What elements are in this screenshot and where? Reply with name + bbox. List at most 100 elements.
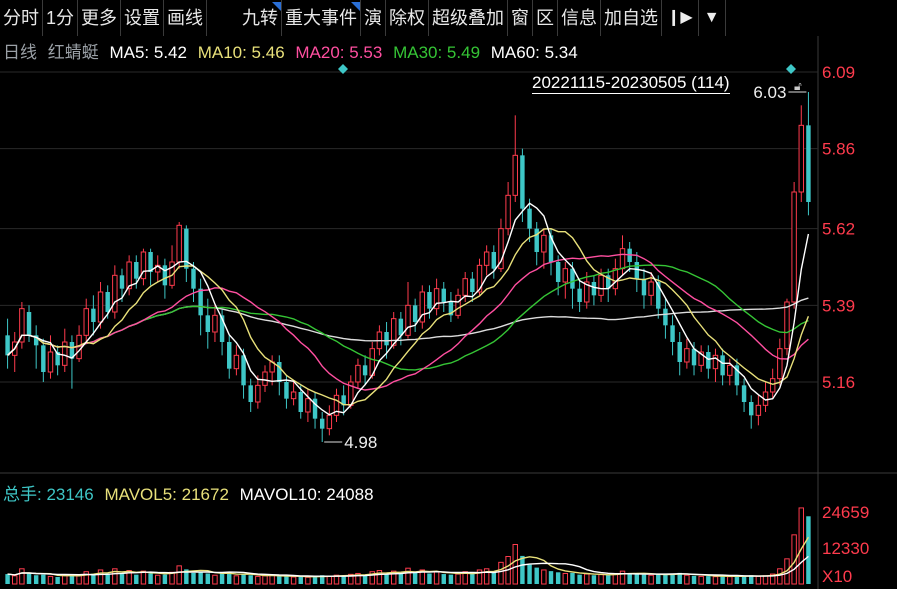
candle-body [491,252,497,269]
volume-bar [512,544,518,585]
candle-body [298,392,303,412]
candle-body [656,282,661,309]
candle-body [691,348,697,366]
candle-body [448,302,454,316]
low-annotation: 4.98 [344,433,377,452]
candle-body [727,364,733,376]
volume-bar [26,573,32,584]
candle-body [527,208,532,229]
volume-bar [663,574,668,584]
toolbar-button-r1[interactable]: 重大事件 [282,0,362,36]
toolbar-button-r6-label: 区 [536,8,555,28]
toolbar-button-1-label: 1分 [46,8,75,28]
lock-icon[interactable]: 🔓︎ [794,79,802,93]
range-end-marker[interactable] [786,64,796,74]
volume-bar [548,571,554,584]
volume-bar [777,568,783,585]
high-annotation: 6.03 [753,83,786,102]
candle-body [362,365,368,376]
volume-bar [227,572,232,584]
volume-bar [720,575,725,584]
candle-body [698,351,704,366]
candle-body [512,154,518,196]
volume-bar [562,572,569,585]
volume-bar [348,573,354,585]
candle-body [19,308,25,343]
toolbar-button-r4[interactable]: 超级叠加 [429,0,509,36]
volume-bar [619,570,626,585]
volume-bar [712,576,719,585]
next-icon[interactable]: ❙▶ [662,0,699,36]
volume-bar [5,574,10,584]
candle-body [548,235,554,262]
volume-bar [290,576,297,585]
volume-bar [741,575,747,584]
candle-body [462,278,468,296]
candle-body [777,348,783,380]
volume-bar [284,576,289,584]
volume-bar [648,574,654,585]
candle-body [333,394,340,416]
volume-bar [684,574,690,585]
volume-bar [248,575,253,584]
volume-bar [706,576,711,584]
volume-bar [277,576,282,584]
volume-bar [83,571,89,585]
ma5-value: MA5: 5.42 [109,43,187,62]
volume-bar [312,576,318,584]
candle-body [498,228,504,270]
candle-body [476,264,483,293]
toolbar-button-r0[interactable]: 九转 [239,0,283,36]
candle-body [355,364,361,383]
candle-body [755,404,762,416]
candle-body [405,304,411,336]
candle-body [769,378,776,393]
candle-body [591,282,597,296]
toolbar-button-3-label: 设置 [124,8,161,28]
candle-body [341,395,346,406]
toolbar-button-3[interactable]: 设置 [121,0,165,36]
toolbar-button-0[interactable]: 分时 [0,0,43,36]
toolbar-button-1[interactable]: 1分 [43,0,79,36]
range-start-marker[interactable] [338,64,348,74]
candle-body [562,268,569,283]
volume-bar [398,573,404,584]
range-label[interactable]: 20221115-20230505 (114) [532,73,730,94]
volume-bar [476,569,483,585]
volume-bar [656,574,661,584]
toolbar-button-r7[interactable]: 信息 [558,0,602,36]
candle-body [198,288,203,316]
price-tick-label: 5.16 [822,373,855,392]
candle-body [191,268,196,289]
candle-body [390,318,397,346]
candle-body [720,355,725,376]
volume-bar [591,575,597,584]
volume-bar [148,573,153,584]
candle-body [233,354,240,370]
candle-body [734,365,740,386]
volume-tick-label: 24659 [822,503,869,522]
volume-bar [448,574,454,584]
toolbar-button-r5[interactable]: 窗 [508,0,534,36]
candle-body [248,385,253,402]
toolbar-button-r6[interactable]: 区 [533,0,559,36]
candle-body [5,335,10,356]
toolbar-button-r2[interactable]: 演 [361,0,387,36]
ma20-value: MA20: 5.53 [295,43,383,62]
candle-body [706,352,711,369]
toolbar-button-r7-label: 信息 [561,8,598,28]
toolbar-button-2[interactable]: 更多 [78,0,122,36]
candle-body [541,234,547,253]
candle-body [26,312,32,336]
ma5-line [7,202,810,416]
dropdown-icon[interactable]: ▼ [699,0,726,36]
volume-bar [627,573,632,584]
toolbar-button-r8[interactable]: 加自选 [601,0,663,36]
toolbar-button-r3[interactable]: 除权 [386,0,430,36]
volume-bar [584,573,590,585]
candle-body [577,288,582,302]
toolbar-button-4[interactable]: 画线 [164,0,208,36]
candle-body [140,251,147,280]
volume-bar [698,575,704,585]
